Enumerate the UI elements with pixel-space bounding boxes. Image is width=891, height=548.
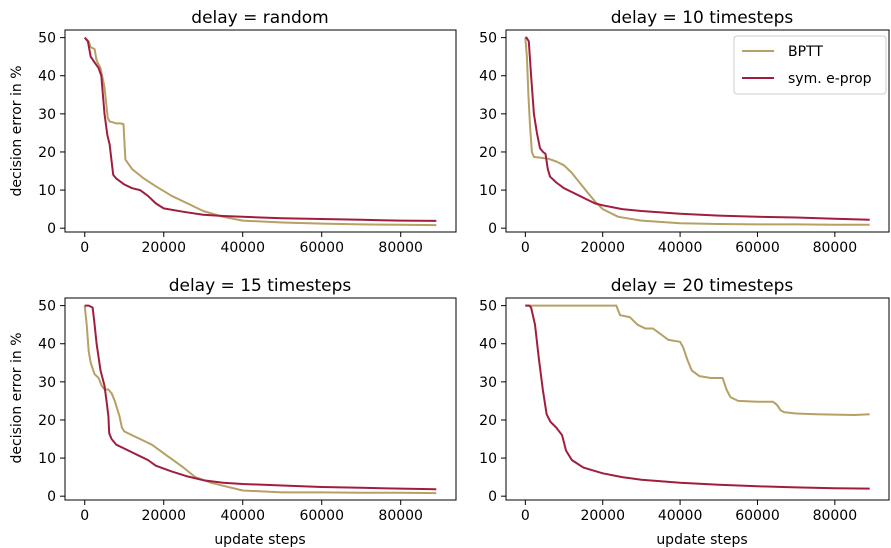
series-line-bptt — [524, 37, 870, 226]
x-tick-label: 40000 — [658, 240, 703, 256]
x-axis-label: update steps — [656, 532, 747, 548]
y-tick-label: 40 — [38, 69, 56, 85]
x-tick-label: 80000 — [813, 240, 858, 256]
series-line-bptt — [83, 305, 437, 495]
x-tick-label: 20000 — [580, 508, 625, 524]
series-line-bptt — [525, 304, 870, 416]
panel-title: delay = 15 timesteps — [169, 276, 352, 296]
panel-delay-10-timesteps: delay = 10 timesteps 0 20000 40000 60000 800… — [479, 8, 890, 256]
axes-frame — [64, 297, 457, 501]
axes-frame — [505, 29, 890, 233]
series-line-eprop — [525, 36, 870, 221]
y-tick-label: 20 — [38, 413, 56, 429]
y-axis-label: decision error in % — [9, 332, 25, 463]
x-tick-label: 20000 — [141, 240, 186, 256]
panel-title: delay = 20 timesteps — [611, 276, 794, 296]
y-tick-label: 10 — [479, 451, 497, 467]
y-tick-label: 50 — [479, 31, 497, 47]
panel-delay-20-timesteps: delay = 20 timesteps update steps 0 20000… — [479, 276, 890, 548]
y-tick-label: 0 — [47, 489, 56, 505]
y-tick-label: 30 — [38, 375, 56, 391]
panel-title: delay = random — [191, 8, 328, 28]
series-line-eprop — [84, 304, 437, 491]
y-tick-label: 10 — [38, 183, 56, 199]
legend: BPTT sym. e-prop — [733, 35, 887, 95]
x-tick-label: 60000 — [735, 508, 780, 524]
panel-title: delay = 10 timesteps — [611, 8, 794, 28]
y-tick-label: 40 — [479, 69, 497, 85]
x-tick-label: 0 — [521, 508, 530, 524]
y-tick-label: 0 — [47, 221, 56, 237]
plot-area: 0 20000 40000 60000 80000 0 10 20 30 40 50 — [479, 29, 890, 256]
x-tick-label: 40000 — [220, 508, 265, 524]
y-tick-label: 40 — [38, 337, 56, 353]
series-line-eprop — [83, 36, 437, 222]
y-tick-label: 30 — [479, 107, 497, 123]
y-tick-label: 40 — [479, 337, 497, 353]
axes-frame — [505, 297, 890, 501]
x-axis-label: update steps — [214, 532, 305, 548]
y-tick-label: 50 — [38, 299, 56, 315]
x-tick-label: 0 — [521, 240, 530, 256]
series-line-bptt — [84, 36, 437, 227]
x-tick-label: 60000 — [299, 508, 344, 524]
x-tick-label: 80000 — [378, 508, 423, 524]
x-tick-label: 60000 — [299, 240, 344, 256]
x-tick-label: 20000 — [141, 508, 186, 524]
y-tick-label: 20 — [38, 145, 56, 161]
legend-label-eprop: sym. e-prop — [788, 71, 872, 87]
plot-area: 0 20000 40000 60000 80000 0 10 20 30 40 50 — [479, 297, 890, 524]
x-tick-label: 80000 — [813, 508, 858, 524]
x-tick-label: 40000 — [220, 240, 265, 256]
series-line-eprop — [525, 304, 870, 490]
x-tick-label: 0 — [80, 240, 89, 256]
y-tick-label: 50 — [479, 299, 497, 315]
x-tick-label: 60000 — [735, 240, 780, 256]
x-tick-label: 0 — [80, 508, 89, 524]
x-tick-label: 40000 — [658, 508, 703, 524]
y-tick-label: 50 — [38, 31, 56, 47]
plot-area: 0 20000 40000 60000 80000 0 10 20 30 40 50 — [38, 29, 457, 256]
y-tick-label: 30 — [38, 107, 56, 123]
y-tick-label: 20 — [479, 413, 497, 429]
y-tick-label: 0 — [488, 221, 497, 237]
x-tick-label: 80000 — [378, 240, 423, 256]
y-tick-label: 0 — [488, 489, 497, 505]
axes-frame — [64, 29, 457, 233]
y-tick-label: 10 — [38, 451, 56, 467]
x-tick-label: 20000 — [580, 240, 625, 256]
y-tick-label: 20 — [479, 145, 497, 161]
y-axis-label: decision error in % — [9, 65, 25, 196]
panel-delay-random: delay = random decision error in % 0 2000… — [9, 8, 457, 256]
panel-delay-15-timesteps: delay = 15 timesteps decision error in %… — [9, 276, 457, 548]
y-tick-label: 30 — [479, 375, 497, 391]
y-tick-label: 10 — [479, 183, 497, 199]
plot-area: 0 20000 40000 60000 80000 0 10 20 30 40 50 — [38, 297, 457, 524]
legend-label-bptt: BPTT — [788, 44, 823, 60]
